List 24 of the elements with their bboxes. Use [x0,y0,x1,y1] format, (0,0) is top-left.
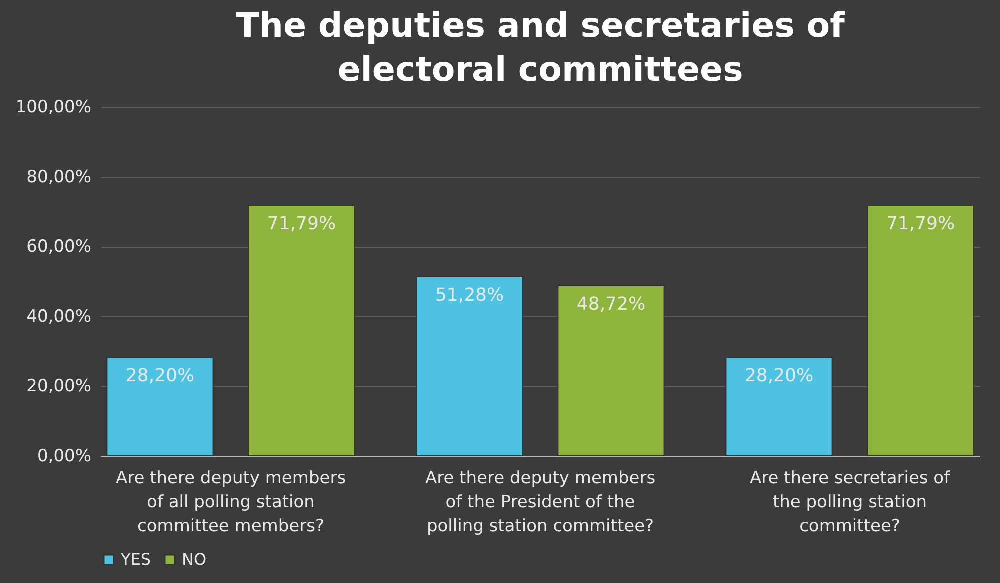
data-label: 51,28% [435,285,504,306]
data-label: 28,20% [744,366,814,387]
data-label: 71,79% [886,213,956,234]
y-tick-label: 20,00% [26,376,92,397]
x-tick-label: Are there deputy members of the President of the polling station committee? [425,468,656,536]
data-label: 28,20% [126,366,195,387]
legend-label: NO [182,550,207,569]
bar [248,204,356,456]
bar [867,204,974,456]
y-tick-label: 100,00% [16,98,92,118]
bar [558,285,665,456]
legend-label: YES [120,550,152,569]
y-tick-label: 80,00% [26,167,92,188]
x-tick-label: Are there secretaries of the polling station committee? [750,468,952,536]
y-tick-label: 40,00% [26,306,92,327]
chart-title: The deputies and secretaries of electoral committees [236,6,846,90]
data-label: 48,72% [576,294,646,315]
bar [726,357,833,456]
y-tick-label: 60,00% [26,237,92,258]
bar [416,276,524,456]
data-label: 71,79% [267,213,336,234]
bar [106,357,214,456]
y-tick-label: 0,00% [37,446,92,466]
x-tick-label: Are there deputy members of all polling station committee members? [116,468,346,536]
